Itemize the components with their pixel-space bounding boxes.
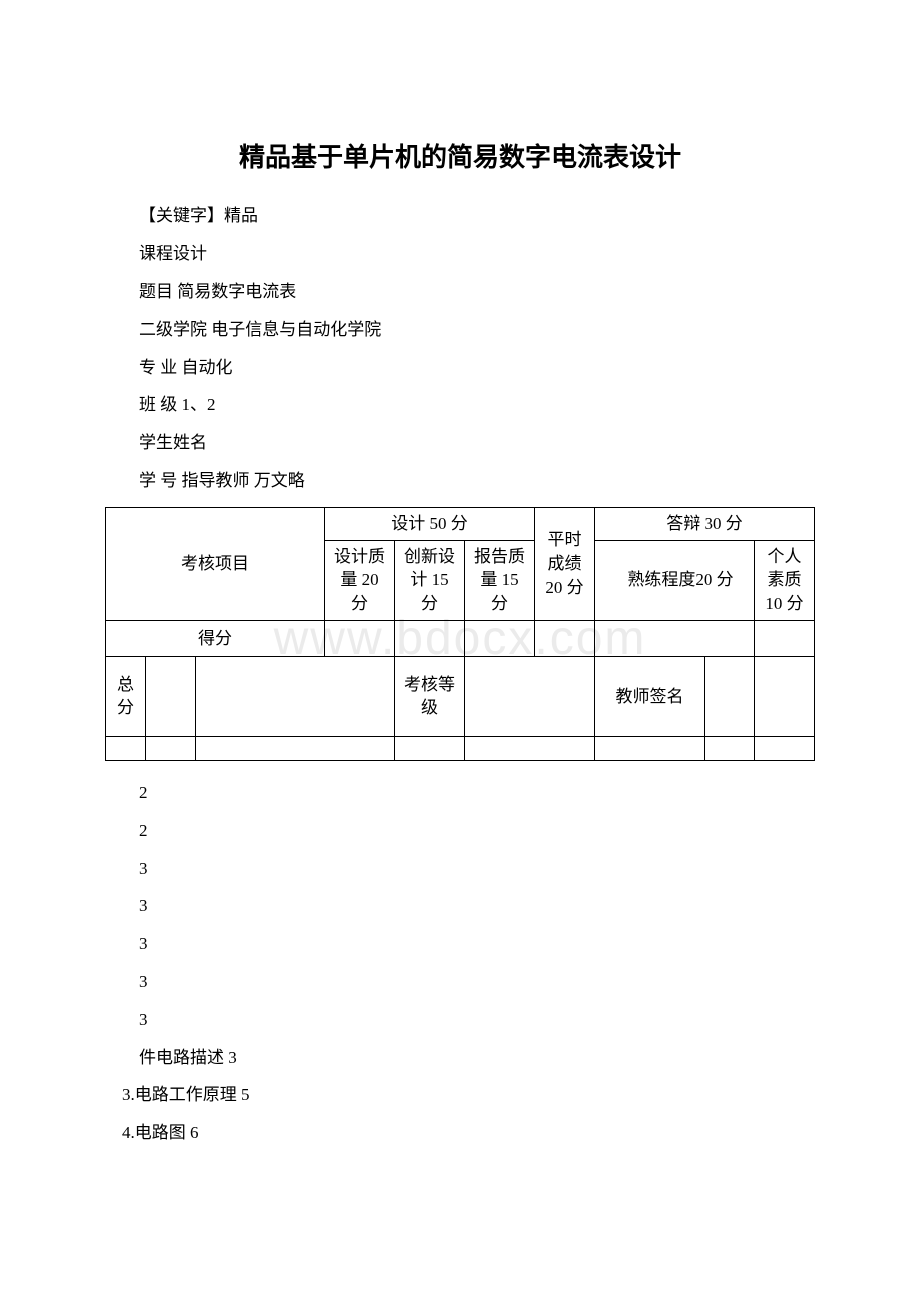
scoring-table: 考核项目 设计 50 分 平时成绩 20 分 答辩 30 分 设计质量 20 分… — [105, 507, 815, 761]
cell-empty — [196, 656, 395, 736]
cell-report-quality: 报告质量 15 分 — [465, 540, 535, 620]
cell-grade-label: 考核等级 — [395, 656, 465, 736]
toc-item: 2 — [105, 819, 815, 843]
table-row: 考核项目 设计 50 分 平时成绩 20 分 答辩 30 分 — [106, 507, 815, 540]
cell-personal-quality: 个人素质 10 分 — [755, 540, 815, 620]
toc-item: 3 — [105, 894, 815, 918]
topic-line: 题目 简易数字电流表 — [105, 280, 815, 304]
table-row: 得分 — [106, 620, 815, 656]
cell-empty — [465, 620, 535, 656]
cell-innovation: 创新设计 15 分 — [395, 540, 465, 620]
cell-empty — [595, 736, 705, 760]
toc-item: 3.电路工作原理 5 — [105, 1083, 815, 1107]
cell-teacher-sig-label: 教师签名 — [595, 656, 705, 736]
keyword-line: 【关键字】精品 — [105, 204, 815, 228]
cell-empty — [196, 736, 395, 760]
cell-empty — [705, 656, 755, 736]
college-line: 二级学院 电子信息与自动化学院 — [105, 318, 815, 342]
class-line: 班 级 1、2 — [105, 393, 815, 417]
cell-empty — [705, 736, 755, 760]
major-line: 专 业 自动化 — [105, 356, 815, 380]
cell-defense-30: 答辩 30 分 — [595, 507, 815, 540]
cell-empty — [146, 736, 196, 760]
cell-total-label: 总分 — [106, 656, 146, 736]
toc-item: 2 — [105, 781, 815, 805]
toc-item: 3 — [105, 932, 815, 956]
toc-item: 3 — [105, 857, 815, 881]
cell-empty — [755, 620, 815, 656]
cell-assessment: 考核项目 — [106, 507, 325, 620]
cell-empty — [535, 620, 595, 656]
document-title: 精品基于单片机的简易数字电流表设计 — [105, 140, 815, 176]
toc-item: 4.电路图 6 — [105, 1121, 815, 1145]
table-row — [106, 736, 815, 760]
course-line: 课程设计 — [105, 242, 815, 266]
cell-empty — [755, 736, 815, 760]
cell-empty — [395, 736, 465, 760]
cell-usual-20: 平时成绩 20 分 — [535, 507, 595, 620]
cell-empty — [465, 656, 595, 736]
cell-empty — [146, 656, 196, 736]
toc-item: 件电路描述 3 — [105, 1046, 815, 1070]
cell-design-quality: 设计质量 20 分 — [325, 540, 395, 620]
cell-empty — [395, 620, 465, 656]
cell-proficiency: 熟练程度20 分 — [595, 540, 755, 620]
cell-empty — [595, 620, 755, 656]
student-id-line: 学 号 指导教师 万文略 — [105, 469, 815, 493]
student-name-line: 学生姓名 — [105, 431, 815, 455]
cell-empty — [755, 656, 815, 736]
cell-empty — [325, 620, 395, 656]
toc-item: 3 — [105, 970, 815, 994]
toc-item: 3 — [105, 1008, 815, 1032]
cell-empty — [106, 736, 146, 760]
table-row: 总分 考核等级 教师签名 — [106, 656, 815, 736]
cell-empty — [465, 736, 595, 760]
cell-design-50: 设计 50 分 — [325, 507, 535, 540]
cell-score-label: 得分 — [106, 620, 325, 656]
